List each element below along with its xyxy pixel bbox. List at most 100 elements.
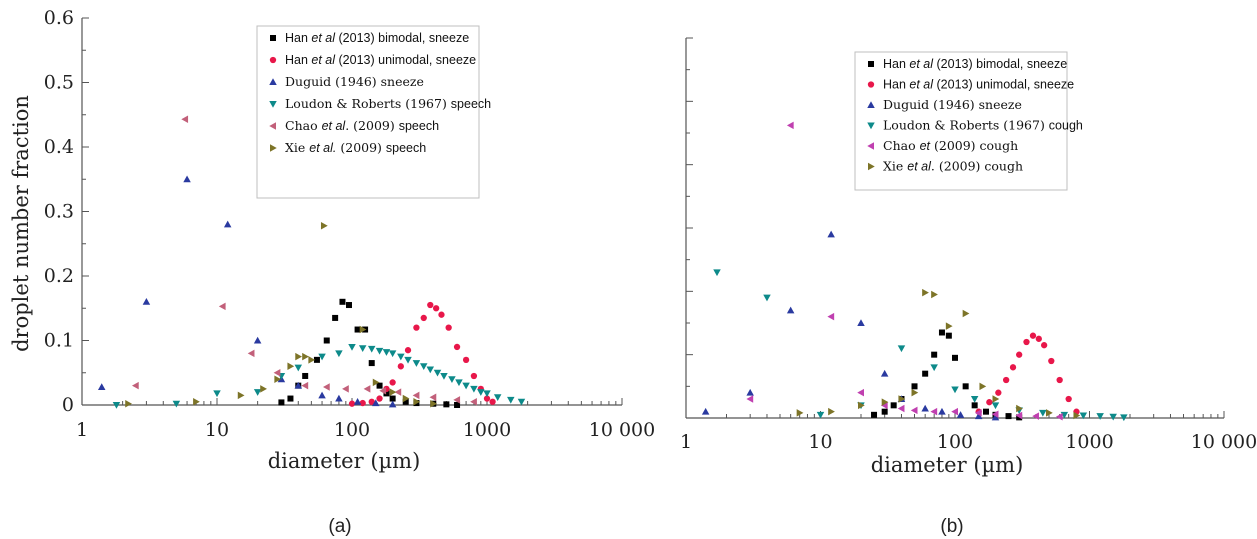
panel-a-data-point	[493, 394, 502, 402]
panel-a-data-point	[223, 220, 232, 228]
panel-a-data-point	[427, 301, 434, 309]
panel-b-data-point	[898, 395, 906, 403]
panel-a-data-point	[318, 391, 326, 399]
panel-a-data-point	[339, 298, 346, 305]
panel-b-data-point	[1065, 395, 1072, 403]
panel-a-legend-marker	[269, 101, 277, 108]
panel-b-data-point	[951, 386, 959, 394]
panel-b-data-point	[1002, 376, 1010, 384]
panel-a-series-6	[125, 221, 438, 408]
panel-a-data-point	[368, 398, 375, 405]
panel-a-data-point	[172, 400, 181, 408]
panel-b-data-point	[1046, 409, 1053, 417]
panel-b-data-point	[713, 269, 721, 277]
panel-a-data-point	[443, 401, 450, 408]
panel-a-data-point	[389, 388, 397, 396]
panel-a-data-point	[131, 381, 139, 390]
panel-b-x-tick-label: 1	[680, 431, 692, 453]
panel-a-data-point	[397, 363, 404, 370]
panel-a-data-point	[359, 399, 366, 407]
panel-b-data-point	[951, 407, 958, 416]
panel-a-data-point	[278, 399, 285, 406]
panel-b-legend-entry: Han et al (2013) unimodal, sneeze	[883, 78, 1074, 92]
panel-b-series-2	[975, 332, 1080, 415]
panel-a-data-point	[354, 326, 361, 333]
panel-b-legend-entry: Xie et al. (2009) cough	[883, 159, 1023, 174]
panel-a-data-point	[253, 336, 262, 344]
panel-a-data-point	[419, 363, 428, 371]
panel-b-data-point	[911, 388, 919, 397]
panel-b-data-point	[1109, 413, 1117, 421]
panel-b-label: (b)	[940, 516, 963, 537]
panel-a-x-tick-label: 1000	[463, 419, 511, 441]
panel-a-data-point	[448, 376, 456, 383]
panel-a-data-point	[302, 352, 309, 361]
panel-a-data-point	[382, 349, 391, 356]
panel-b-data-point	[1120, 414, 1128, 422]
panel-b-x-tick-label: 10	[808, 431, 832, 453]
panel-b-series-6	[796, 288, 1081, 420]
panel-b-data-point	[974, 412, 983, 420]
panel-a: 1 10 100 1000 10 000 0 0.1 0.2 0.3 0.4 0.5 0.6 diame…	[9, 7, 655, 537]
panel-a-data-point	[376, 382, 383, 389]
panel-a-y-tick-label: 0.6	[44, 7, 74, 29]
panel-b-data-point	[1016, 404, 1023, 413]
panel-a-data-point	[348, 400, 356, 407]
panel-b-data-point	[962, 383, 969, 390]
panel-a-data-point	[440, 372, 448, 380]
panel-b-data-point	[897, 345, 906, 353]
panel-a-data-point	[453, 396, 461, 404]
panel-b-data-point	[979, 382, 987, 391]
panel-b-data-point	[880, 369, 889, 377]
panel-a-data-point	[353, 398, 362, 405]
panel-b-data-point	[931, 290, 938, 299]
panel-b-data-point	[956, 411, 965, 418]
panel-a-legend-entry: Han et al (2013) bimodal, sneeze	[285, 31, 469, 45]
panel-a-data-point	[237, 391, 245, 400]
panel-a-data-point	[454, 402, 461, 408]
panel-a-data-point	[322, 383, 330, 391]
panel-b-data-point	[930, 407, 938, 416]
panel-b-data-point	[971, 402, 978, 409]
panel-b-data-point	[1079, 412, 1088, 420]
panel-b-legend-marker	[867, 81, 875, 88]
panel-b-data-point	[1056, 376, 1063, 384]
panel-b-legend-marker	[867, 142, 874, 150]
panel-a-y-tick-label: 0.2	[44, 265, 74, 287]
panel-a-data-point	[402, 394, 410, 403]
panel-b-data-point	[786, 121, 794, 130]
panel-a-legend-box	[256, 25, 480, 199]
panel-a-y-tick-label: 0.5	[44, 72, 74, 94]
panel-b-data-point	[922, 370, 929, 377]
panel-a-data-point	[294, 381, 303, 389]
panel-a-data-point	[432, 305, 440, 312]
panel-a-data-point	[402, 398, 409, 405]
panel-a-data-point	[517, 398, 526, 406]
panel-b-data-point	[827, 230, 835, 238]
panel-a-data-point	[112, 402, 121, 409]
panel-a-data-point	[376, 395, 383, 402]
panel-b-series-1	[871, 329, 1023, 421]
panel-b-data-point	[857, 401, 865, 410]
panel-b-series-4	[713, 269, 1128, 422]
panel-b-data-point	[763, 294, 771, 302]
panel-b-data-point	[991, 410, 999, 418]
panel-a-data-point	[308, 356, 316, 364]
panel-a-data-point	[445, 324, 452, 331]
panel-b-legend-entry: Duguid (1946) sneeze	[883, 97, 1022, 112]
panel-b-data-point	[1029, 332, 1037, 339]
panel-b-data-point	[974, 409, 982, 417]
panel-a-data-point	[413, 324, 420, 331]
panel-a-legend-entry: Duguid (1946) sneeze	[285, 74, 424, 89]
panel-b-x-tick-label: 100	[937, 431, 973, 453]
panel-a-x-tick-label: 1	[76, 419, 88, 441]
panel-b-data-point	[938, 329, 945, 336]
panel-a-data-point	[348, 343, 356, 351]
panel-a-data-point	[335, 350, 343, 358]
panel-a-data-point	[397, 353, 405, 361]
panel-a-data-point	[470, 398, 477, 406]
panel-a-data-point	[426, 366, 435, 374]
panel-a-legend-marker	[270, 35, 276, 41]
panel-a-data-point	[260, 385, 267, 393]
panel-a-data-point	[335, 394, 343, 402]
